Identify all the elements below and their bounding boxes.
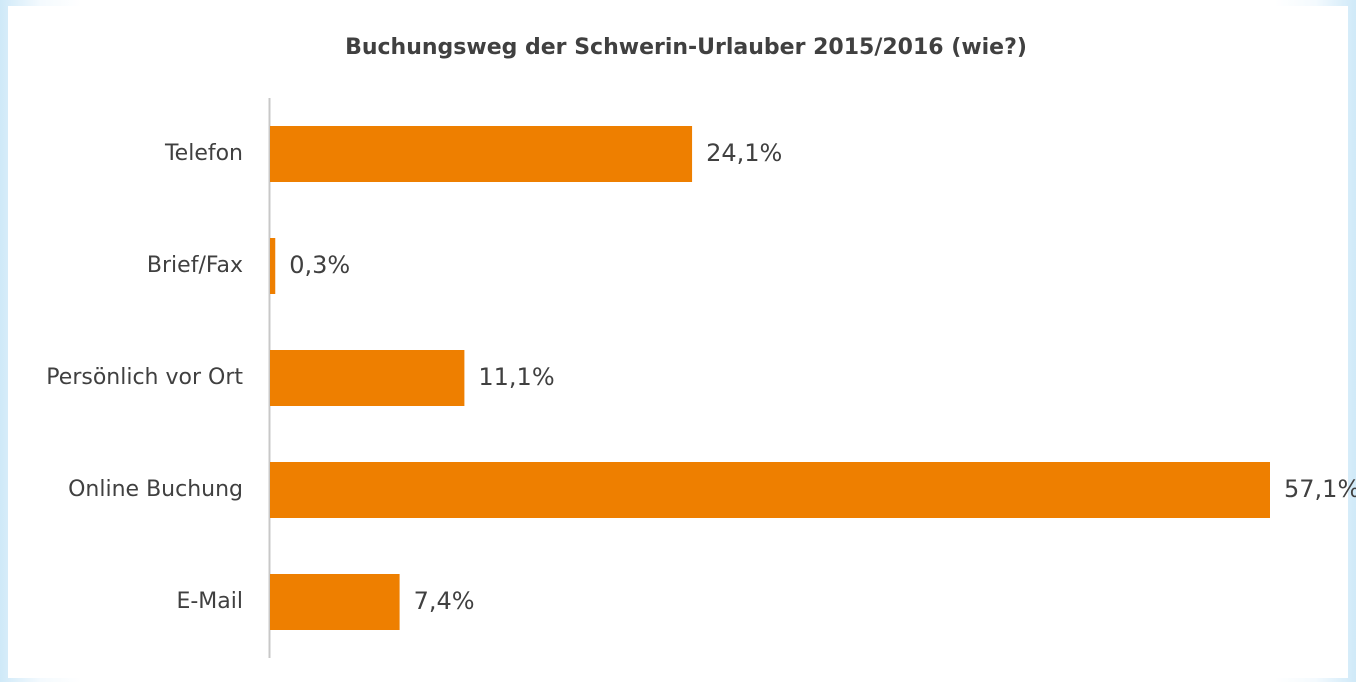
bar xyxy=(270,238,276,294)
bar xyxy=(270,350,465,406)
y-tick-label: Persönlich vor Ort xyxy=(46,365,243,390)
data-label: 24,1% xyxy=(706,139,782,167)
data-label: 11,1% xyxy=(478,363,554,391)
data-label: 7,4% xyxy=(414,587,475,615)
bar xyxy=(270,462,1270,518)
bar xyxy=(270,126,693,182)
data-label: 0,3% xyxy=(289,251,350,279)
y-tick-label: E-Mail xyxy=(176,589,243,614)
panel xyxy=(8,6,1348,678)
data-label: 57,1% xyxy=(1284,475,1356,503)
y-tick-label: Online Buchung xyxy=(68,477,243,502)
chart-title: Buchungsweg der Schwerin-Urlauber 2015/2… xyxy=(345,35,1027,60)
bar xyxy=(270,574,400,630)
y-tick-label: Telefon xyxy=(164,141,243,166)
y-tick-label: Brief/Fax xyxy=(147,253,243,278)
